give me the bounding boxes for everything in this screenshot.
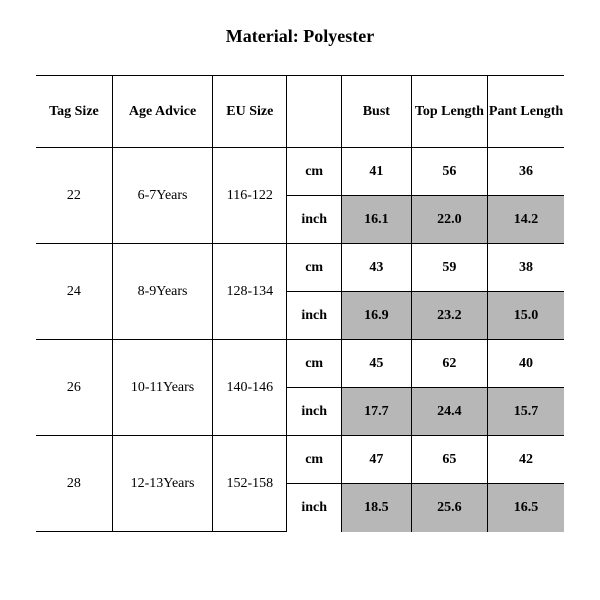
table-row: 24 8-9Years 128-134 cm 43 59 38 [36, 244, 564, 292]
cell-eu: 152-158 [213, 436, 287, 532]
cell-pant: 38 [488, 244, 564, 292]
page: Material: Polyester Tag Size Age Advice … [0, 0, 600, 600]
cell-unit: inch [287, 484, 342, 532]
cell-bust: 17.7 [341, 388, 411, 436]
cell-pant: 14.2 [488, 196, 564, 244]
size-table: Tag Size Age Advice EU Size Bust Top Len… [36, 75, 564, 532]
table-row: 26 10-11Years 140-146 cm 45 62 40 [36, 340, 564, 388]
cell-age: 6-7Years [112, 148, 212, 244]
cell-eu: 116-122 [213, 148, 287, 244]
cell-tag: 22 [36, 148, 112, 244]
cell-top: 25.6 [411, 484, 487, 532]
table-row: 22 6-7Years 116-122 cm 41 56 36 [36, 148, 564, 196]
cell-age: 8-9Years [112, 244, 212, 340]
cell-top: 65 [411, 436, 487, 484]
cell-top: 23.2 [411, 292, 487, 340]
cell-tag: 26 [36, 340, 112, 436]
cell-top: 22.0 [411, 196, 487, 244]
cell-bust: 18.5 [341, 484, 411, 532]
cell-unit: cm [287, 148, 342, 196]
header-unit [287, 76, 342, 148]
cell-bust: 16.9 [341, 292, 411, 340]
cell-unit: inch [287, 196, 342, 244]
header-age: Age Advice [112, 76, 212, 148]
header-tag: Tag Size [36, 76, 112, 148]
cell-unit: cm [287, 340, 342, 388]
header-row: Tag Size Age Advice EU Size Bust Top Len… [36, 76, 564, 148]
header-eu: EU Size [213, 76, 287, 148]
size-table-wrap: Tag Size Age Advice EU Size Bust Top Len… [0, 75, 600, 532]
cell-tag: 28 [36, 436, 112, 532]
cell-eu: 140-146 [213, 340, 287, 436]
table-row: 28 12-13Years 152-158 cm 47 65 42 [36, 436, 564, 484]
header-pant: Pant Length [488, 76, 564, 148]
cell-top: 59 [411, 244, 487, 292]
cell-unit: cm [287, 244, 342, 292]
cell-pant: 36 [488, 148, 564, 196]
cell-bust: 16.1 [341, 196, 411, 244]
cell-age: 12-13Years [112, 436, 212, 532]
cell-pant: 15.0 [488, 292, 564, 340]
cell-bust: 41 [341, 148, 411, 196]
cell-tag: 24 [36, 244, 112, 340]
cell-unit: cm [287, 436, 342, 484]
cell-bust: 45 [341, 340, 411, 388]
cell-bust: 43 [341, 244, 411, 292]
cell-pant: 42 [488, 436, 564, 484]
page-title: Material: Polyester [0, 26, 600, 47]
header-top: Top Length [411, 76, 487, 148]
cell-eu: 128-134 [213, 244, 287, 340]
cell-pant: 15.7 [488, 388, 564, 436]
cell-top: 62 [411, 340, 487, 388]
cell-age: 10-11Years [112, 340, 212, 436]
cell-unit: inch [287, 388, 342, 436]
cell-unit: inch [287, 292, 342, 340]
cell-bust: 47 [341, 436, 411, 484]
cell-pant: 40 [488, 340, 564, 388]
header-bust: Bust [341, 76, 411, 148]
cell-top: 56 [411, 148, 487, 196]
cell-pant: 16.5 [488, 484, 564, 532]
cell-top: 24.4 [411, 388, 487, 436]
